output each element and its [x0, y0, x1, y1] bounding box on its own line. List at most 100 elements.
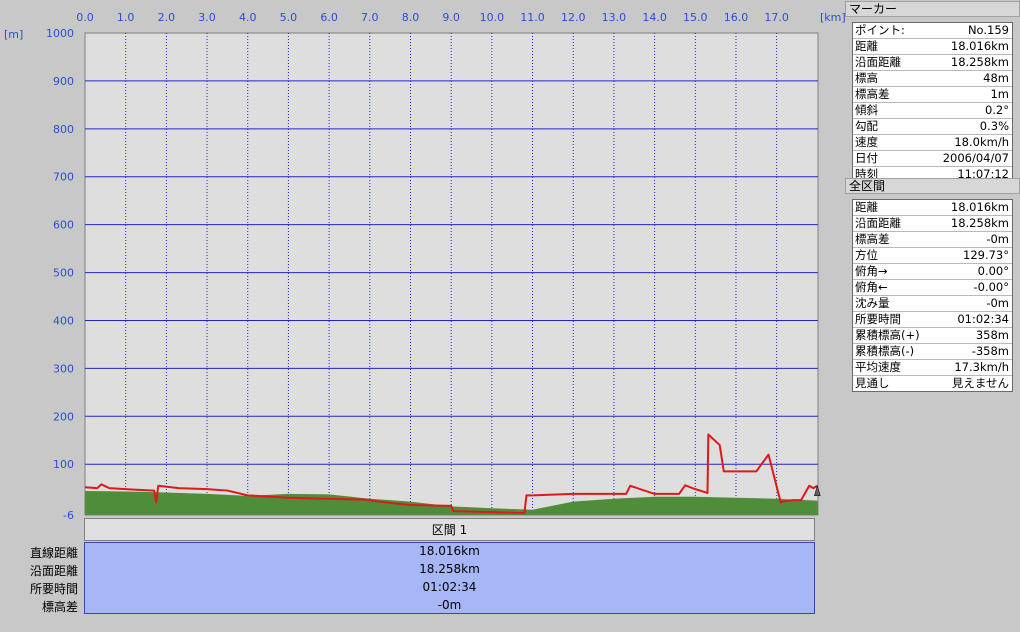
info-row: 傾斜 0.2°	[853, 103, 1012, 119]
info-value: 2006/04/07	[942, 151, 1009, 165]
summary-value: 18.016km	[84, 542, 815, 560]
marker-info-table: ポイント: No.159 距離 18.016km 沿面距離 18.258km 標高 48m 標高…	[852, 22, 1013, 183]
info-label: 沿面距離	[855, 216, 901, 230]
info-value: 358m	[975, 328, 1009, 342]
x-tick-label: 13.0	[602, 11, 627, 24]
info-value: 48m	[983, 71, 1009, 85]
info-label: 沈み量	[855, 296, 890, 310]
info-value: No.159	[967, 23, 1009, 37]
info-row: 俯角← -0.00°	[853, 280, 1012, 296]
info-value: 見えません	[951, 376, 1009, 390]
info-value: 0.2°	[984, 103, 1009, 117]
info-row: 日付 2006/04/07	[853, 151, 1012, 167]
info-row: 距離 18.016km	[853, 200, 1012, 216]
summary-value: 18.258km	[84, 560, 815, 578]
info-row: 距離 18.016km	[853, 39, 1012, 55]
info-label: 累積標高(+)	[855, 328, 920, 342]
info-label: 傾斜	[855, 103, 878, 117]
info-value: 0.00°	[977, 264, 1009, 278]
info-label: 勾配	[855, 119, 878, 133]
x-tick-label: 7.0	[361, 11, 379, 24]
info-label: 方位	[855, 248, 878, 262]
x-tick-label: 15.0	[683, 11, 708, 24]
x-tick-label: 10.0	[480, 11, 505, 24]
section-bar[interactable]: 区間 1	[84, 518, 815, 541]
x-tick-label: 11.0	[520, 11, 545, 24]
info-row: 方位 129.73°	[853, 248, 1012, 264]
x-tick-label: 5.0	[280, 11, 298, 24]
total-info-table: 距離 18.016km 沿面距離 18.258km 標高差 -0m 方位 129.73° 俯角→…	[852, 199, 1013, 392]
info-value: -0m	[986, 296, 1009, 310]
info-value: -358m	[971, 344, 1009, 358]
info-value: -0.00°	[973, 280, 1009, 294]
info-row: ポイント: No.159	[853, 23, 1012, 39]
info-value: 18.016km	[950, 39, 1009, 53]
x-tick-label: 12.0	[561, 11, 586, 24]
info-value: 18.0km/h	[954, 135, 1009, 149]
x-tick-label: 1.0	[117, 11, 135, 24]
summary-row-elapsed-time: 所要時間 01:02:34	[0, 578, 817, 596]
info-label: 見通し	[855, 376, 890, 390]
info-row: 俯角→ 0.00°	[853, 264, 1012, 280]
info-row: 勾配 0.3%	[853, 119, 1012, 135]
x-tick-label: 4.0	[239, 11, 257, 24]
y-tick-label: 500	[53, 267, 74, 280]
y-tick-label: 100	[53, 458, 74, 471]
info-label: 平均速度	[855, 360, 901, 374]
x-tick-label: 6.0	[320, 11, 338, 24]
x-tick-label: 9.0	[442, 11, 460, 24]
total-panel-title: 全区間	[849, 179, 886, 193]
info-label: 俯角→	[855, 264, 888, 278]
x-tick-label: 3.0	[198, 11, 216, 24]
position-marker-icon	[814, 484, 821, 497]
x-tick-label: 14.0	[642, 11, 667, 24]
y-tick-label: 400	[53, 314, 74, 327]
y-tick-label: 800	[53, 123, 74, 136]
summary-label: 沿面距離	[29, 564, 78, 578]
y-unit-label: [m]	[4, 28, 23, 41]
y-tick-label: 300	[53, 362, 74, 375]
info-value: 11:07:12	[957, 167, 1009, 181]
info-row: 平均速度 17.3km/h	[853, 360, 1012, 376]
summary-value: 01:02:34	[84, 578, 815, 596]
info-row: 沿面距離 18.258km	[853, 216, 1012, 232]
info-row: 標高差 1m	[853, 87, 1012, 103]
section-title: 区間 1	[431, 523, 468, 537]
info-row: 標高差 -0m	[853, 232, 1012, 248]
info-label: 日付	[855, 151, 878, 165]
x-tick-label: 2.0	[158, 11, 176, 24]
info-row: 見通し 見えません	[853, 376, 1012, 391]
x-unit-label: [km]	[820, 11, 845, 24]
info-label: 時刻	[855, 167, 878, 181]
info-label: 俯角←	[855, 280, 888, 294]
info-label: 所要時間	[855, 312, 901, 326]
info-value: -0m	[986, 232, 1009, 246]
info-label: 距離	[855, 39, 878, 53]
info-row: 標高 48m	[853, 71, 1012, 87]
summary-row-elevation-diff: 標高差 -0m	[0, 596, 817, 614]
y-tick-label: 700	[53, 171, 74, 184]
info-value: 1m	[990, 87, 1009, 101]
x-tick-label: 16.0	[724, 11, 749, 24]
info-value: 18.016km	[950, 200, 1009, 214]
info-value: 17.3km/h	[954, 360, 1009, 374]
marker-panel-title: マーカー	[849, 2, 898, 16]
x-tick-label: 8.0	[402, 11, 420, 24]
marker-panel-header: マーカー	[845, 1, 1020, 17]
info-label: 標高差	[855, 87, 890, 101]
summary-row-surface-distance: 沿面距離 18.258km	[0, 560, 817, 578]
y-tick-label: 600	[53, 219, 74, 232]
summary-label: 直線距離	[29, 546, 78, 560]
info-label: 速度	[855, 135, 878, 149]
section-summary: 直線距離 18.016km 沿面距離 18.258km 所要時間 01:02:3…	[0, 542, 817, 615]
summary-row-straight-distance: 直線距離 18.016km	[0, 542, 817, 560]
info-label: 累積標高(-)	[855, 344, 915, 358]
y-tick-label: 1000	[46, 27, 74, 40]
info-row: 累積標高(-) -358m	[853, 344, 1012, 360]
summary-label: 標高差	[41, 600, 78, 614]
info-row: 速度 18.0km/h	[853, 135, 1012, 151]
x-tick-label: 0.0	[76, 11, 94, 24]
summary-label: 所要時間	[29, 582, 78, 596]
info-row: 所要時間 01:02:34	[853, 312, 1012, 328]
info-row: 沈み量 -0m	[853, 296, 1012, 312]
